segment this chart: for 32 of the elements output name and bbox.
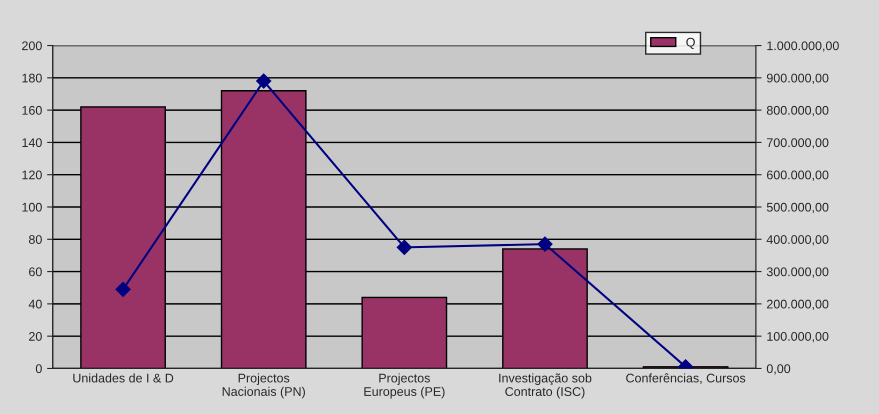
y-tick-label: 60 — [29, 267, 42, 276]
y-tick-label: 100 — [22, 202, 42, 212]
y2-tick-label: 600.000,00 — [766, 170, 828, 181]
y-tick-label: 120 — [22, 170, 42, 180]
y-tick-label: 200 — [22, 41, 42, 50]
x-tick-label: Projectos Nacionais (PN) — [222, 373, 305, 398]
y-tick-label: 40 — [28, 300, 42, 309]
y-tick-label: 160 — [22, 106, 42, 115]
y2-tick-label: 700.000,00 — [766, 138, 828, 149]
y-tick-label: 140 — [22, 138, 42, 148]
x-tick-label: Projectos Europeus (PE) — [364, 373, 445, 398]
point — [256, 73, 272, 89]
y2-tick-label: 900.000,00 — [766, 74, 828, 84]
y2-tick-label: 200.000,00 — [766, 300, 828, 310]
point — [537, 236, 553, 252]
y-tick-label: 180 — [22, 74, 42, 82]
y2-tick-label: 0,00 — [766, 364, 790, 375]
y2-tick-label: 800.000,00 — [766, 106, 828, 116]
y2-tick-label: 1.000.000,00 — [767, 41, 839, 52]
y-tick-label: 80 — [28, 235, 42, 244]
y2-tick-label: 100.000,00 — [767, 332, 828, 342]
point — [115, 282, 131, 297]
point — [396, 240, 412, 255]
legend-label: Q — [686, 38, 695, 49]
x-tick-label: Investigação sob Contrato (ISC) — [499, 373, 592, 398]
x-tick-label: Conferências, Cursos — [626, 373, 746, 384]
y2-tick-label: 400.000,00 — [766, 235, 828, 246]
y-tick-label: 0 — [36, 364, 42, 374]
y2-tick-label: 300.000,00 — [766, 267, 828, 278]
y2-tick-label: 500.000,00 — [766, 202, 828, 214]
x-tick-label: Unidades de I & D — [73, 373, 174, 383]
y-tick-label: 20 — [29, 332, 42, 341]
